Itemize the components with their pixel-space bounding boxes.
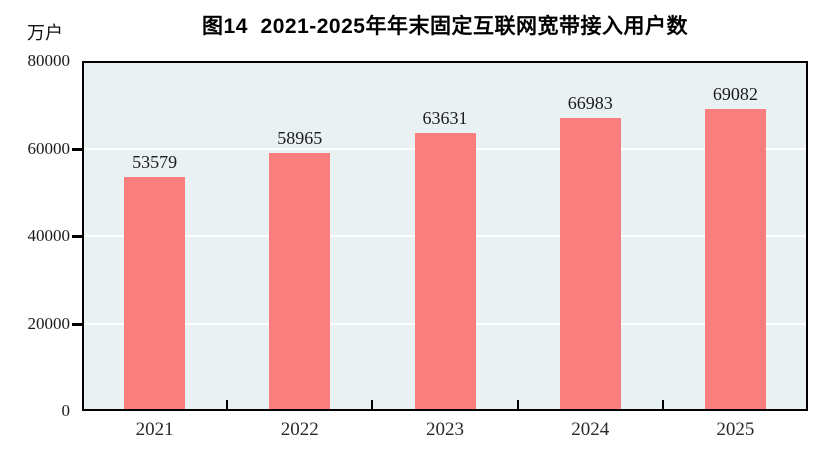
plot-area: 53579 58965 63631 66983 69082	[82, 61, 808, 411]
x-axis-tick-mark	[226, 400, 229, 411]
chart-title: 图14 2021-2025年年末固定互联网宽带接入用户数	[202, 15, 688, 38]
x-axis-tick-label: 2025	[716, 419, 755, 440]
y-axis-tick-label: 80000	[27, 51, 71, 70]
y-axis-tick-label: 0	[61, 401, 71, 420]
y-axis-tick-mark	[72, 322, 84, 326]
bar-value-label: 58965	[277, 128, 323, 149]
bar-value-label: 69082	[712, 83, 758, 104]
bar	[559, 117, 621, 411]
bar-value-label: 63631	[422, 107, 468, 128]
x-axis-tick-label: 2023	[426, 419, 464, 440]
y-axis-tick-mark	[72, 147, 84, 151]
x-axis-tick-label: 2021	[135, 419, 174, 440]
y-axis-tick-label: 60000	[27, 138, 71, 158]
bar	[704, 108, 766, 411]
x-axis-tick-mark	[371, 400, 374, 411]
x-axis-tick-label: 2024	[571, 419, 610, 440]
y-axis-tick-label: 40000	[27, 226, 71, 245]
x-axis-tick-label: 2022	[280, 419, 319, 440]
x-axis-tick-mark	[516, 400, 519, 411]
y-axis-tick-label: 20000	[27, 313, 71, 333]
bar-value-label: 66983	[567, 92, 613, 113]
bar	[414, 132, 476, 411]
bar	[269, 153, 331, 411]
x-axis-tick-mark	[661, 400, 664, 411]
y-axis-tick-mark	[72, 235, 84, 238]
bar	[124, 176, 186, 411]
y-axis-unit-label: 万户	[27, 23, 63, 43]
bar-value-label: 53579	[132, 151, 178, 172]
